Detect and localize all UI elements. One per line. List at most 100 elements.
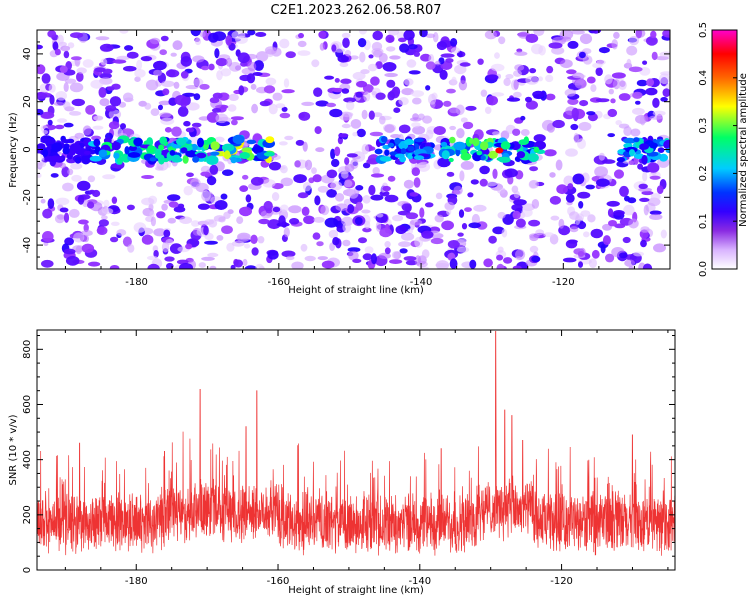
- heatmap-cell: [311, 59, 320, 68]
- heatmap-cell: [596, 178, 610, 187]
- heatmap-cell: [213, 215, 226, 222]
- heatmap-cell: [92, 115, 104, 121]
- heatmap-cell: [512, 128, 521, 136]
- heatmap-cell: [567, 40, 579, 49]
- heatmap-cell: [303, 215, 315, 225]
- heatmap-cell: [608, 88, 614, 95]
- colorbar-gradient: [711, 29, 738, 270]
- heatmap-cell: [289, 218, 300, 225]
- colorbar-tick-label: 0.0: [698, 261, 709, 277]
- heatmap-cell: [62, 182, 74, 192]
- heatmap-y-axis: -40 -20 0 20 40: [22, 41, 670, 258]
- heatmap-cell: [250, 83, 257, 90]
- heatmap-band-cell: [449, 136, 456, 144]
- heatmap-cell: [297, 50, 311, 56]
- heatmap-cell: [650, 193, 661, 200]
- heatmap-cell: [378, 252, 391, 259]
- heatmap-cell: [355, 185, 364, 191]
- heatmap-cell: [513, 190, 520, 199]
- heatmap-cell: [61, 166, 70, 178]
- heatmap-cell: [586, 76, 596, 84]
- heatmap-cell: [356, 80, 368, 88]
- heatmap-cell: [204, 240, 218, 245]
- heatmap-cell: [577, 191, 591, 199]
- heatmap-cell: [639, 115, 646, 126]
- heatmap-cell: [497, 246, 504, 253]
- heatmap-cell: [301, 101, 315, 106]
- heatmap-cell: [566, 69, 577, 75]
- heatmap-cell: [192, 55, 205, 63]
- heatmap-cell: [344, 49, 352, 57]
- heatmap-cell: [100, 58, 108, 66]
- heatmap-cell: [456, 246, 470, 253]
- heatmap-cell: [255, 263, 264, 269]
- heatmap-cell: [619, 185, 629, 197]
- heatmap-cell: [326, 189, 337, 198]
- heatmap-band-cell: [413, 155, 425, 160]
- heatmap-cell: [446, 208, 452, 216]
- heatmap-cell: [610, 98, 616, 104]
- heatmap-cell: [425, 61, 436, 70]
- heatmap-cell: [379, 115, 386, 125]
- heatmap-cell: [531, 255, 541, 263]
- heatmap-cell: [659, 73, 670, 84]
- heatmap-cell: [225, 57, 233, 67]
- heatmap-cell: [364, 246, 374, 254]
- heatmap-cell: [85, 105, 96, 115]
- heatmap-cell: [572, 173, 585, 185]
- heatmap-band-cell: [239, 152, 250, 159]
- heatmap-cell: [411, 167, 420, 177]
- heatmap-cell: [335, 203, 349, 211]
- heatmap-band-cell: [93, 138, 101, 147]
- heatmap-cell: [404, 78, 414, 86]
- heatmap-cell: [387, 175, 396, 182]
- heatmap-cell: [548, 42, 563, 49]
- heatmap-cell: [63, 101, 71, 110]
- heatmap-cell: [413, 177, 421, 188]
- heatmap-cell: [607, 133, 615, 138]
- heatmap-cell: [355, 201, 363, 211]
- heatmap-y-axis-label: Frequency (Hz): [8, 112, 19, 188]
- heatmap-cell: [92, 125, 104, 130]
- heatmap-band-cell: [400, 148, 407, 155]
- heatmap-band-cell: [196, 152, 207, 159]
- heatmap-band-cell: [89, 155, 102, 162]
- heatmap-band-cell: [263, 151, 275, 157]
- heatmap-cell: [76, 71, 84, 82]
- heatmap-cell: [316, 241, 324, 247]
- heatmap-cell: [69, 111, 82, 116]
- heatmap-cell: [329, 242, 335, 251]
- heatmap-cell: [579, 33, 593, 45]
- heatmap-cell: [95, 36, 110, 41]
- heatmap-cell: [294, 160, 301, 168]
- heatmap-cell: [441, 220, 454, 231]
- heatmap-cell: [96, 226, 108, 236]
- heatmap-cell: [546, 65, 554, 74]
- heatmap-cell: [272, 206, 281, 213]
- heatmap-cell: [94, 67, 106, 73]
- heatmap-cell: [324, 217, 339, 228]
- heatmap-cell: [564, 88, 576, 97]
- heatmap-cell: [459, 62, 471, 67]
- heatmap-cell: [608, 220, 617, 227]
- heatmap-cell: [341, 88, 350, 94]
- heatmap-cell: [389, 55, 401, 60]
- heatmap-band-cell: [407, 153, 414, 160]
- heatmap-cell: [556, 184, 568, 195]
- heatmap-cell: [352, 258, 362, 263]
- heatmap-cell: [73, 232, 85, 243]
- heatmap-cell: [372, 30, 384, 41]
- heatmap-band-cell: [51, 156, 64, 161]
- heatmap-cell: [209, 164, 219, 175]
- heatmap-cell: [201, 190, 211, 202]
- heatmap-cell: [587, 214, 596, 223]
- heatmap-cell: [272, 92, 283, 101]
- heatmap-cell: [285, 255, 295, 261]
- heatmap-peak-cell: [495, 147, 504, 154]
- heatmap-cell: [513, 70, 522, 77]
- heatmap-cell: [159, 49, 167, 56]
- heatmap-cell: [525, 75, 539, 85]
- heatmap-cell: [384, 194, 399, 203]
- heatmap-band-cell: [500, 141, 511, 150]
- heatmap-cell: [513, 199, 527, 206]
